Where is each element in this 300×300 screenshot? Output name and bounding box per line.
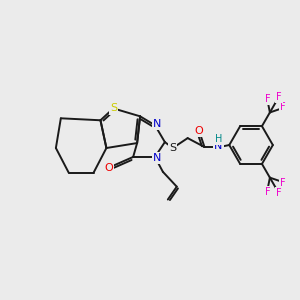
- Text: N: N: [153, 119, 161, 129]
- Text: O: O: [104, 163, 113, 173]
- Text: F: F: [265, 187, 270, 196]
- Text: S: S: [169, 143, 176, 153]
- Text: F: F: [276, 188, 282, 198]
- Text: N: N: [214, 141, 223, 151]
- Text: O: O: [194, 126, 203, 136]
- Text: N: N: [153, 153, 161, 163]
- Text: F: F: [280, 103, 286, 112]
- Text: S: S: [110, 103, 117, 113]
- Text: F: F: [280, 178, 286, 188]
- Text: F: F: [265, 94, 270, 103]
- Text: H: H: [215, 134, 222, 144]
- Text: F: F: [276, 92, 282, 102]
